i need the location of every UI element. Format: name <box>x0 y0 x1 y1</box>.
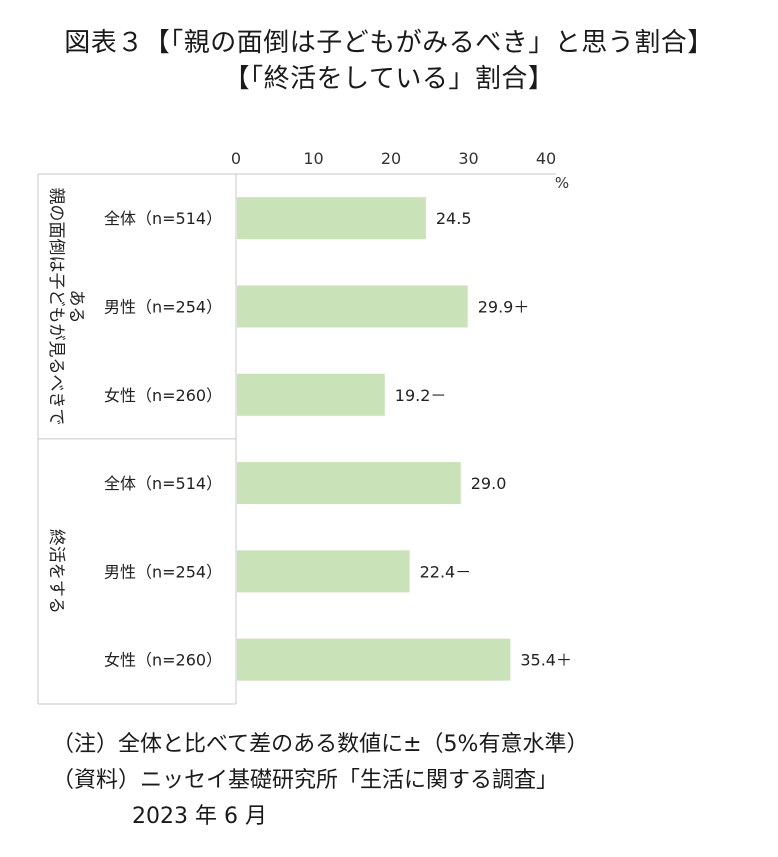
bar <box>237 638 511 681</box>
category-label: 男性（n=254） <box>104 297 222 316</box>
bar <box>237 197 426 240</box>
category-label: 女性（n=260） <box>104 386 222 405</box>
category-label: 全体（n=514） <box>104 209 222 228</box>
x-tick-label: 30 <box>458 149 478 168</box>
category-label: 全体（n=514） <box>104 474 222 493</box>
category-label: 女性（n=260） <box>104 651 222 670</box>
group-label: 親の面倒は子どもが見るべきで <box>46 187 66 425</box>
survey-date: 2023 年 6 月 <box>132 804 267 829</box>
data-label: 22.4－ <box>420 562 472 581</box>
source-note: （資料）ニッセイ基礎研究所「生活に関する調査」 <box>52 768 559 793</box>
x-tick-label: 10 <box>303 149 323 168</box>
category-label: 男性（n=254） <box>104 562 222 581</box>
data-label: 24.5 <box>436 209 472 228</box>
x-tick-label: 0 <box>231 149 241 168</box>
bar <box>237 462 461 505</box>
bar <box>237 373 385 416</box>
x-tick-label: 20 <box>381 149 401 168</box>
bar <box>237 550 410 593</box>
group-label: 終活をする <box>46 529 66 614</box>
data-label: 35.4＋ <box>520 651 572 670</box>
chart-title-line-2: 【「終活をしている」割合】 <box>223 64 555 94</box>
bar <box>237 285 468 328</box>
chart-title-line-1: 図表３【「親の面倒は子どもがみるべき」と思う割合】 <box>64 28 714 58</box>
group-label: ある <box>66 289 86 323</box>
data-label: 19.2－ <box>395 386 447 405</box>
significance-note: （注）全体と比べて差のある数値に±（5%有意水準） <box>52 732 589 757</box>
x-unit-label: % <box>555 174 569 192</box>
data-label: 29.9＋ <box>478 297 530 316</box>
data-label: 29.0 <box>471 474 507 493</box>
x-tick-label: 40 <box>536 149 556 168</box>
